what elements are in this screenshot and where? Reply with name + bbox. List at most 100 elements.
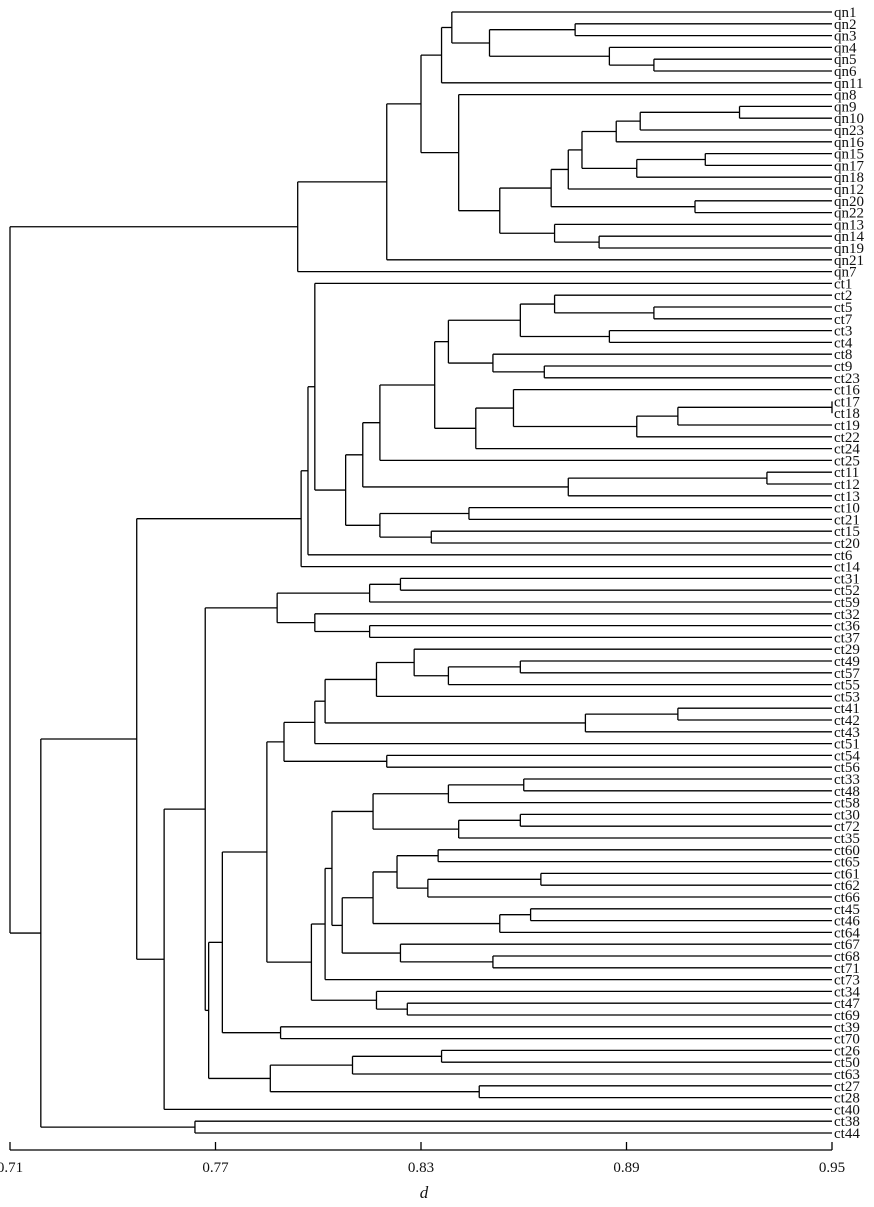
leaf-label: ct63	[834, 1067, 860, 1083]
x-tick-label: 0.95	[819, 1160, 845, 1176]
leaf-label: ct23	[834, 371, 860, 387]
leaf-label: qn23	[834, 123, 864, 139]
leaf-label: ct20	[834, 536, 860, 552]
x-tick-label: 0.71	[0, 1160, 23, 1176]
leaf-label: ct5	[834, 300, 852, 316]
leaf-label: ct33	[834, 772, 860, 788]
leaf-label: ct51	[834, 737, 860, 753]
leaf-label: ct21	[834, 512, 860, 528]
leaf-label: ct40	[834, 1102, 860, 1118]
leaf-label: qn10	[834, 111, 864, 127]
leaf-label: ct67	[834, 937, 860, 953]
leaf-label: ct47	[834, 996, 860, 1012]
leaf-label: ct4	[834, 335, 853, 351]
leaf-label: qn11	[834, 76, 863, 92]
leaf-label: qn9	[834, 99, 857, 115]
leaf-label: ct3	[834, 324, 852, 340]
leaf-label: ct1	[834, 276, 852, 292]
leaf-label: ct60	[834, 843, 860, 859]
leaf-label: ct39	[834, 1020, 860, 1036]
x-axis-label: d	[420, 1183, 429, 1202]
leaf-label: ct49	[834, 654, 860, 670]
leaf-label: ct15	[834, 524, 860, 540]
x-axis: 0.71 0.77 0.83 0.89 0.95	[0, 1142, 845, 1176]
leaf-label: ct52	[834, 583, 860, 599]
leaf-label: ct72	[834, 819, 860, 835]
leaf-label: qn6	[834, 64, 857, 80]
leaf-label: qn8	[834, 88, 857, 104]
leaf-label: ct16	[834, 383, 860, 399]
leaf-label: qn16	[834, 135, 865, 151]
leaf-label: ct18	[834, 406, 860, 422]
leaf-label: ct22	[834, 430, 860, 446]
leaf-label: qn20	[834, 194, 864, 210]
x-tick-label: 0.83	[408, 1160, 434, 1176]
leaf-label: qn13	[834, 217, 864, 233]
leaf-label: ct71	[834, 961, 860, 977]
leaf-label: ct69	[834, 1008, 860, 1024]
leaf-label: ct64	[834, 925, 860, 941]
leaf-label: ct24	[834, 442, 860, 458]
leaf-label: ct27	[834, 1079, 860, 1095]
leaf-label: ct34	[834, 984, 860, 1000]
leaf-label: ct41	[834, 701, 860, 717]
leaf-label: qn15	[834, 147, 864, 163]
leaf-label: ct28	[834, 1091, 860, 1107]
leaf-label: ct8	[834, 347, 852, 363]
leaf-label: ct62	[834, 878, 860, 894]
leaf-label: ct19	[834, 418, 860, 434]
leaf-label: ct46	[834, 914, 860, 930]
leaf-label: ct17	[834, 394, 860, 410]
leaf-label: ct45	[834, 902, 860, 918]
leaf-label: qn4	[834, 40, 857, 56]
leaf-label: qn18	[834, 170, 864, 186]
leaf-label: qn1	[834, 5, 857, 21]
leaf-label: ct38	[834, 1114, 860, 1130]
leaf-label: ct6	[834, 548, 853, 564]
leaf-label: ct12	[834, 477, 860, 493]
leaf-label: ct35	[834, 831, 860, 847]
leaf-label: qn3	[834, 29, 857, 45]
leaf-label: ct30	[834, 807, 860, 823]
leaf-label: qn2	[834, 17, 857, 33]
leaf-label: ct7	[834, 312, 853, 328]
leaf-label: ct48	[834, 784, 860, 800]
leaf-label: ct66	[834, 890, 860, 906]
x-tick-label: 0.77	[202, 1160, 229, 1176]
leaf-label: ct10	[834, 501, 860, 517]
leaf-label: ct43	[834, 725, 860, 741]
leaf-label: ct31	[834, 571, 860, 587]
leaf-label: ct32	[834, 607, 860, 623]
leaf-label: ct44	[834, 1126, 860, 1142]
leaf-label: qn21	[834, 253, 864, 269]
leaf-label: ct57	[834, 666, 860, 682]
leaf-label: ct13	[834, 489, 860, 505]
leaf-label: qn17	[834, 158, 865, 174]
leaf-label: ct53	[834, 689, 860, 705]
leaf-label: ct73	[834, 973, 860, 989]
leaf-label: ct42	[834, 713, 860, 729]
dendrogram-branches	[9, 11, 833, 1134]
leaf-label: ct56	[834, 760, 860, 776]
leaf-label: ct54	[834, 748, 860, 764]
leaf-label: qn22	[834, 206, 864, 222]
leaf-label: ct25	[834, 453, 860, 469]
leaf-label: qn5	[834, 52, 857, 68]
leaf-label: qn12	[834, 182, 864, 198]
leaf-label: ct26	[834, 1043, 860, 1059]
leaf-label: ct37	[834, 630, 860, 646]
leaf-label: ct68	[834, 949, 860, 965]
leaf-label: ct9	[834, 359, 852, 375]
leaf-label: ct58	[834, 796, 860, 812]
leaf-label: ct29	[834, 642, 860, 658]
leaf-label: ct59	[834, 595, 860, 611]
leaf-label: ct70	[834, 1032, 860, 1048]
leaf-label: ct14	[834, 560, 860, 576]
leaf-label: ct2	[834, 288, 852, 304]
leaf-label: ct50	[834, 1055, 860, 1071]
leaf-labels: qn1qn2qn3qn4qn5qn6qn11qn8qn9qn10qn23qn16…	[834, 5, 865, 1142]
leaf-label: ct36	[834, 619, 860, 635]
leaf-label: ct55	[834, 678, 860, 694]
leaf-label: qn14	[834, 229, 865, 245]
